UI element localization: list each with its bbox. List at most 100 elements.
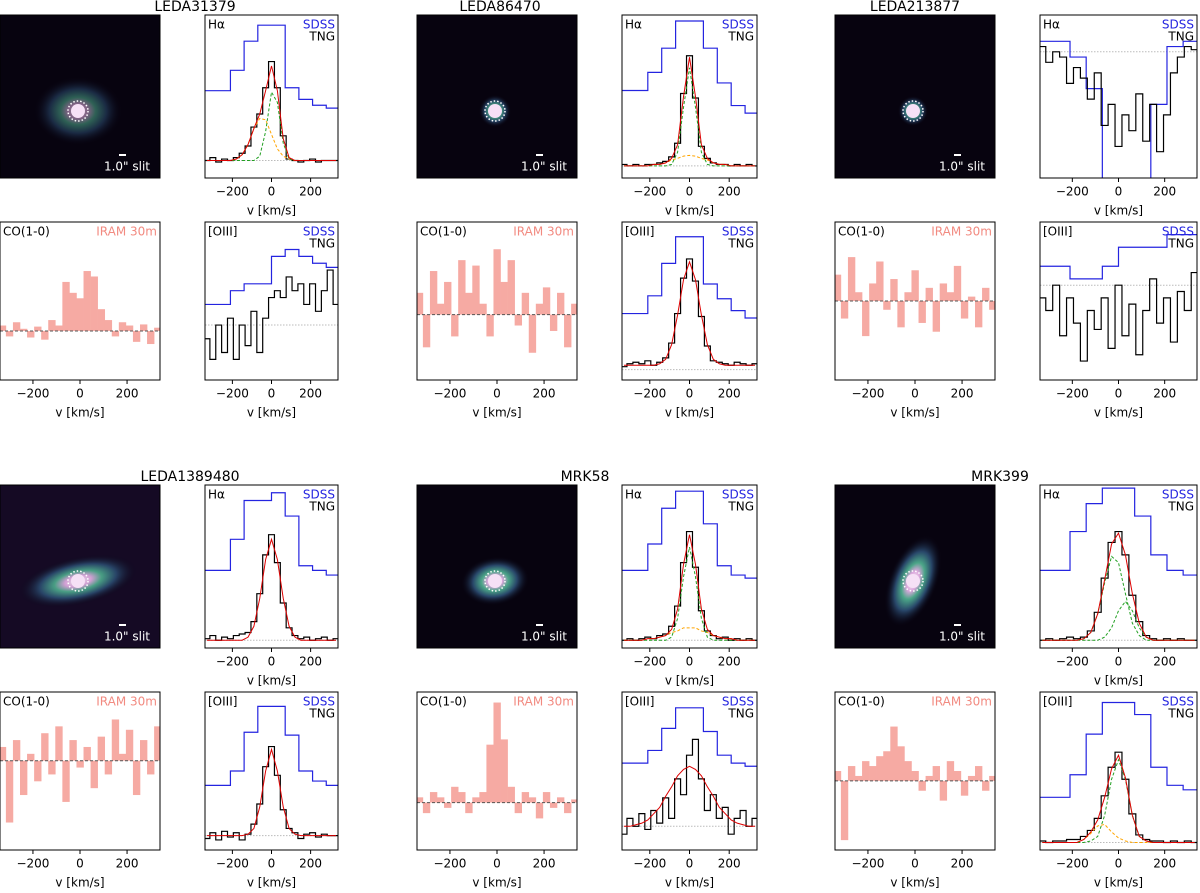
galaxy-title: LEDA1389480 [140,469,239,485]
x-tick-label: 200 [1153,655,1176,669]
spectrum [622,236,757,319]
galaxy-title: LEDA31379 [154,0,235,15]
bar [48,760,56,775]
line-label: CO(1-0) [420,225,467,239]
bar [111,719,120,761]
bar [847,257,856,301]
bar [422,314,431,348]
x-axis-label: v [km/s] [55,406,104,420]
line-label: Hα [208,488,225,502]
x-tick-label: 200 [299,387,322,401]
bar [34,326,42,331]
bar [472,797,480,803]
bar [27,330,35,338]
line-label: Hα [208,18,225,32]
spectrum [1040,45,1197,153]
bar [953,265,962,301]
x-tick-label: 200 [1153,185,1176,199]
bar [90,760,98,789]
x-tick-label: −200 [1056,387,1089,401]
plot-area [1040,487,1197,641]
x-tick-label: 0 [1115,185,1123,199]
x-tick-label: 200 [718,185,741,199]
bar [486,314,494,337]
x-tick-label: 200 [533,857,556,871]
legend-entry: SDSS [303,225,335,239]
bar [125,325,134,331]
fit-curve [206,537,337,641]
bar [417,797,424,803]
aperture [902,100,924,122]
x-tick-label: 0 [686,655,694,669]
bar [953,771,962,781]
plot-area [1040,234,1197,362]
line-label: [OIII] [625,225,654,239]
bar [465,292,473,315]
x-axis-label: v [km/s] [890,876,939,890]
bar [883,301,891,310]
bar [62,760,70,802]
aperture [67,100,89,122]
x-tick-label: 200 [1153,857,1176,871]
bar [869,766,877,781]
bar [154,327,160,331]
legend-entry: IRAM 30m [513,695,574,709]
x-tick-label: −200 [633,387,666,401]
bar [500,281,508,315]
legend-entry: SDSS [1162,225,1194,239]
aperture [484,100,506,122]
x-axis-label: v [km/s] [665,204,714,218]
bar [140,324,148,331]
x-tick-label: 0 [686,185,694,199]
legend-entry: IRAM 30m [513,225,574,239]
x-tick-label: 0 [268,185,276,199]
bar [55,726,63,761]
bar [41,330,49,340]
x-axis-label: v [km/s] [1094,406,1143,420]
galaxy-core [71,574,85,588]
spectrum [205,24,338,109]
bar [507,786,515,803]
fit-curve [1042,600,1195,641]
bar [140,740,148,761]
x-tick-label: 200 [299,185,322,199]
x-tick-label: 200 [299,655,322,669]
plot-area [835,257,995,337]
plot-area [622,490,757,641]
bar [458,792,466,803]
spectrum [205,492,338,576]
x-tick-label: −200 [216,387,249,401]
legend-entry: TNG [1167,500,1194,514]
fit-curve [623,546,756,641]
legend-entry: IRAM 30m [931,225,992,239]
slit-label: 1.0" slit [104,630,150,644]
bar [472,265,480,315]
slit-label: 1.0" slit [939,160,985,174]
slit-label: 1.0" slit [939,630,985,644]
x-tick-label: −200 [433,857,466,871]
bar [69,292,77,331]
bar [918,780,926,791]
bar [549,802,558,808]
x-tick-label: 0 [911,857,919,871]
x-tick-label: 200 [533,387,556,401]
bar [946,292,955,301]
bar [897,746,905,781]
bar [422,802,431,814]
line-label: CO(1-0) [838,695,885,709]
bar [939,780,948,801]
bar [0,325,7,331]
bar [465,802,473,814]
bar [840,780,849,841]
legend-entry: TNG [1167,30,1194,44]
bar [557,797,565,803]
bar [493,249,501,315]
spectrum [1040,40,1197,178]
bar [132,330,141,342]
bar [571,799,577,803]
spectrum [205,705,338,786]
legend-entry: SDSS [303,18,335,32]
fit-curve [623,67,756,167]
bar [925,287,933,301]
